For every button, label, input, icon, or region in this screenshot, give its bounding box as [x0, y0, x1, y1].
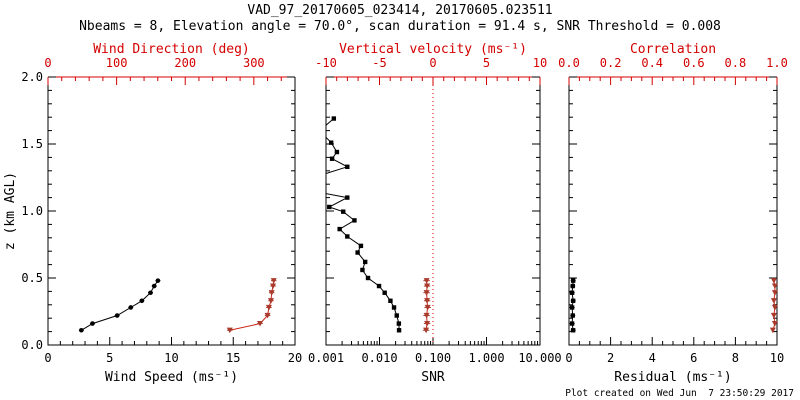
y-tick-label: 1.0: [21, 204, 43, 218]
x-tick-label: 1.000: [468, 351, 504, 365]
x-axis-title: SNR: [421, 370, 445, 385]
series-correlation: [769, 278, 778, 334]
y-tick-label: 0.0: [21, 338, 43, 352]
x-tick-label: 10.000: [518, 351, 561, 365]
x-top-tick-label: 200: [174, 56, 196, 70]
plot-title: VAD_97_20170605_023414, 20170605.023511: [247, 3, 553, 18]
plot-box: [47, 77, 296, 346]
x-tick-label: 20: [288, 351, 302, 365]
series-snr: [325, 116, 402, 333]
x-top-axis-title: Vertical velocity (ms⁻¹): [339, 42, 527, 57]
plot-box: [568, 77, 778, 346]
x-top-tick-label: -5: [372, 56, 386, 70]
x-top-tick-label: 0: [44, 56, 51, 70]
series-wind-direction: [226, 278, 277, 334]
x-tick-label: 15: [226, 351, 240, 365]
y-tick-label: 0.5: [21, 271, 43, 285]
x-top-tick-label: 5: [483, 56, 490, 70]
x-top-tick-label: 0.8: [725, 56, 747, 70]
plot-created-timestamp: Plot created on Wed Jun 7 23:50:29 2017: [565, 388, 794, 399]
x-tick-label: 4: [649, 351, 656, 365]
y-axis: [326, 76, 540, 346]
x-axis-top: -10 -5 0 5 10 Vertical velocity (ms⁻¹): [315, 42, 547, 85]
y-tick-label: 1.5: [21, 137, 43, 151]
y-axis-title: z (km AGL): [3, 172, 18, 250]
x-top-axis-title: Correlation: [630, 42, 716, 57]
series-vertical-velocity: [422, 278, 431, 334]
x-top-tick-label: 1.0: [766, 56, 788, 70]
x-top-tick-label: 0: [429, 56, 436, 70]
x-top-tick-label: 100: [106, 56, 128, 70]
x-axis-bottom: 0 2 4 6 8 10 Residual (ms⁻¹): [565, 337, 784, 385]
x-axis-bottom: 0 5 10 15 20 Wind Speed (ms⁻¹): [44, 337, 302, 385]
x-axis-title: Wind Speed (ms⁻¹): [105, 370, 238, 385]
panel-wind: 0.0 0.5 1.0 1.5 2.0 z (km AGL) 0 5 10 15 20 Wind Sp…: [3, 42, 302, 385]
x-tick-label: 6: [690, 351, 697, 365]
x-top-tick-label: 300: [243, 56, 265, 70]
x-tick-label: 0.100: [415, 351, 451, 365]
x-tick-label: 5: [106, 351, 113, 365]
series-residual: [569, 278, 576, 333]
y-axis: 0.0 0.5 1.0 1.5 2.0: [21, 70, 295, 352]
x-axis-top: 0.0 0.2 0.4 0.6 0.8 1.0 Correlation: [558, 42, 788, 85]
x-top-tick-label: 10: [533, 56, 547, 70]
plot-subtitle: Nbeams = 8, Elevation angle = 70.0°, sca…: [79, 19, 721, 34]
x-tick-label: 10: [164, 351, 178, 365]
x-tick-label: 0: [44, 351, 51, 365]
series-wind-speed: [78, 278, 161, 333]
panel-residual: 0 2 4 6 8 10 Residual (ms⁻¹) 0.0 0.2 0.4 0.6 0.8 1.0…: [558, 42, 788, 385]
x-tick-label: 0: [565, 351, 572, 365]
x-axis-title: Residual (ms⁻¹): [614, 370, 731, 385]
x-top-axis-title: Wind Direction (deg): [93, 42, 250, 57]
x-top-tick-label: 0.6: [683, 56, 705, 70]
y-axis: [569, 76, 777, 346]
panel-snr: 0.001 0.010 0.100 1.000 10.000 SNR -10 -5 0 5 10 Ve…: [308, 42, 562, 385]
x-axis-bottom: 0.001 0.010 0.100 1.000 10.000 SNR: [308, 337, 562, 385]
x-top-tick-label: 0.4: [641, 56, 663, 70]
x-tick-label: 0.010: [361, 351, 397, 365]
x-tick-label: 10: [770, 351, 784, 365]
x-tick-label: 8: [732, 351, 739, 365]
x-top-tick-label: 0.0: [558, 56, 580, 70]
y-tick-label: 2.0: [21, 70, 43, 84]
x-tick-label: 0.001: [308, 351, 344, 365]
x-top-tick-label: 0.2: [600, 56, 622, 70]
x-top-tick-label: -10: [315, 56, 337, 70]
x-tick-label: 2: [607, 351, 614, 365]
